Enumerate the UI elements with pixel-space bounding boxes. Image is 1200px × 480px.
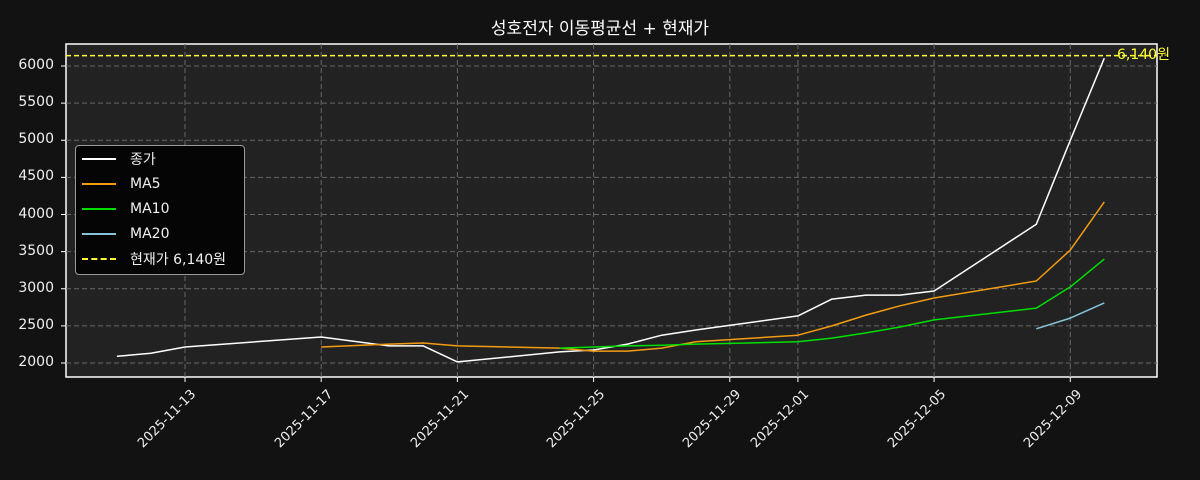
legend-item-ma10: MA10 [82,199,169,219]
chart-title: 성호전자 이동평균선 + 현재가 [490,19,710,39]
y-tick-label: 5000 [18,131,54,148]
series-line-종가 [116,57,1105,363]
y-tick-label: 4000 [18,205,54,222]
series-lines [116,57,1105,363]
series-line-ma5 [321,201,1105,352]
current-price-annotation: 6,140원 [1117,47,1170,63]
legend-swatch-close [82,158,116,160]
y-tick-label: 4500 [18,168,54,185]
chart-legend: 종가 MA5 MA10 MA20 현재가 6,140원 [75,145,245,275]
axis-ticks [61,65,1071,382]
legend-label: MA20 [130,226,170,242]
legend-label: MA10 [130,201,170,217]
legend-label: MA5 [130,176,161,192]
y-tick-label: 5500 [18,94,54,111]
series-line-ma10 [559,258,1105,349]
legend-swatch-ma20 [82,233,116,235]
legend-label: 종가 [130,152,156,168]
legend-item-ma20: MA20 [82,224,169,244]
plot-area [65,43,1158,378]
series-line-ma20 [1036,302,1105,330]
legend-label: 현재가 6,140원 [130,252,227,268]
legend-swatch-current-price [82,258,116,260]
y-tick-label: 6000 [18,57,54,73]
y-tick-label: 3000 [18,279,54,296]
legend-item-ma5: MA5 [82,174,161,194]
grid-lines [66,44,1157,377]
y-tick-label: 2000 [18,354,54,370]
y-tick-label: 2500 [18,316,54,333]
y-tick-label: 3500 [18,242,54,259]
legend-swatch-ma5 [82,183,116,185]
legend-swatch-ma10 [82,208,116,210]
legend-item-close: 종가 [82,149,156,169]
legend-item-current-price: 현재가 6,140원 [82,249,226,269]
